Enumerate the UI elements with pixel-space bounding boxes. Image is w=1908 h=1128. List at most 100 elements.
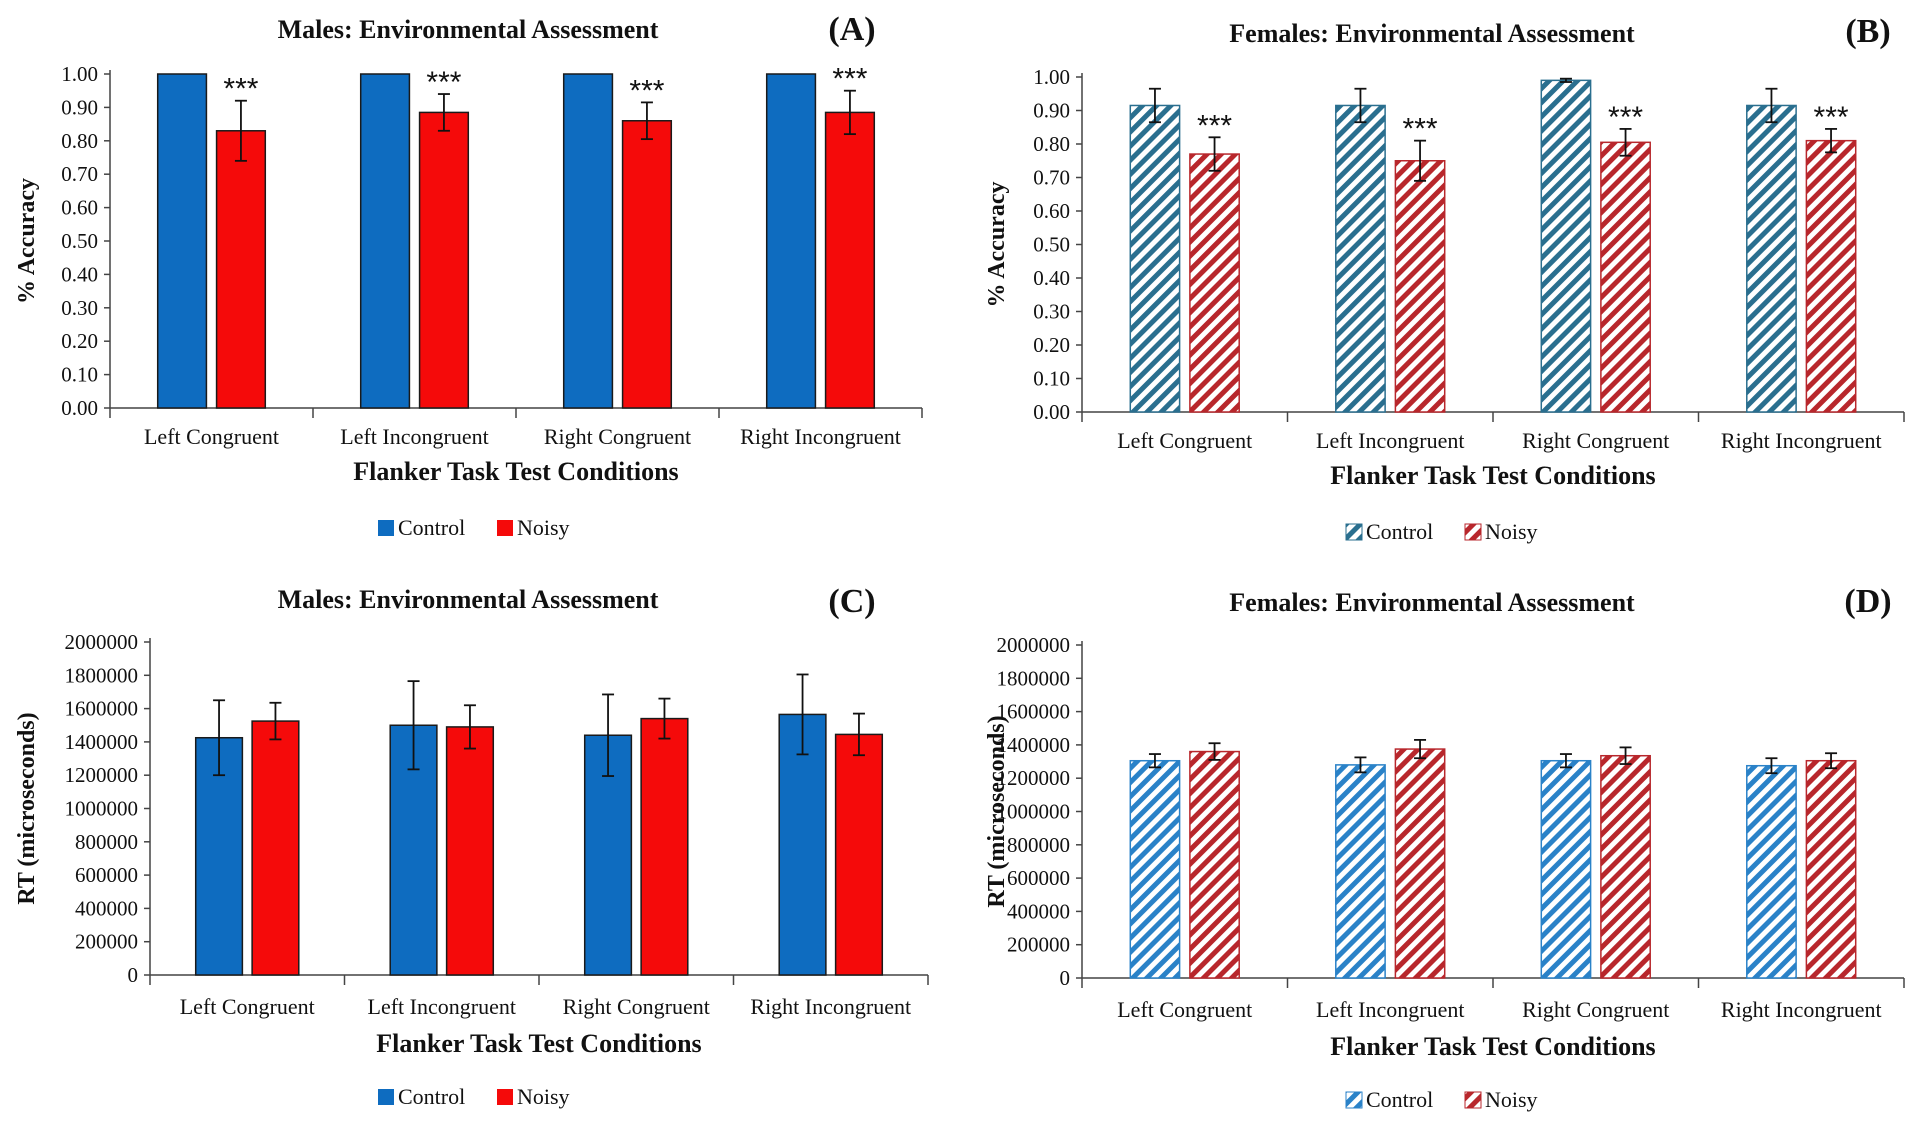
- x-axis-label: Flanker Task Test Conditions: [376, 1029, 701, 1058]
- bar-control-0: [1129, 104, 1181, 413]
- category-label: Right Congruent: [563, 994, 710, 1019]
- y-axis-label: % Accuracy: [984, 182, 1010, 308]
- legend-label-noisy: Noisy: [517, 515, 570, 540]
- y-tick-label: 1600000: [65, 697, 139, 721]
- category-label: Right Incongruent: [1721, 428, 1882, 453]
- legend-swatch-control: [378, 520, 394, 536]
- y-tick-label: 0.50: [61, 229, 98, 253]
- category-label: Right Congruent: [1522, 428, 1669, 453]
- legend-swatch-noisy: [1464, 523, 1482, 541]
- y-tick-label: 0.30: [61, 296, 98, 320]
- y-tick-label: 1.00: [1033, 65, 1070, 89]
- y-axis-label: RT (microseconds): [984, 715, 1010, 907]
- y-tick-label: 1600000: [997, 700, 1071, 724]
- chart-title: Females: Environmental Assessment: [1229, 588, 1635, 617]
- chart-title: Females: Environmental Assessment: [1229, 19, 1635, 48]
- y-tick-label: 0.40: [61, 262, 98, 286]
- chart-panel-d: Females: Environmental Assessment (D) 0 200…: [984, 583, 1905, 1112]
- y-tick-label: 600000: [75, 863, 138, 887]
- y-axis-label: RT (microseconds): [14, 712, 40, 904]
- bar-control-0: [1129, 759, 1181, 979]
- chart-title: Males: Environmental Assessment: [278, 585, 659, 614]
- panel-label: (A): [828, 11, 875, 48]
- category-label: Left Incongruent: [340, 424, 488, 449]
- bar-control-1: [1335, 104, 1386, 413]
- x-axis-label: Flanker Task Test Conditions: [1330, 461, 1655, 490]
- category-label: Right Incongruent: [740, 424, 901, 449]
- y-tick-label: 200000: [75, 930, 138, 954]
- y-tick-label: 0.00: [1033, 400, 1070, 424]
- y-tick-label: 1200000: [997, 766, 1071, 790]
- x-axis-label: Flanker Task Test Conditions: [353, 457, 678, 486]
- y-tick-label: 0.70: [61, 162, 98, 186]
- bar-noisy-1: [1394, 748, 1446, 979]
- y-tick-label: 0.70: [1033, 166, 1070, 190]
- bar-noisy-1: [418, 111, 470, 409]
- y-tick-label: 0.20: [61, 329, 98, 353]
- y-tick-label: 800000: [1007, 833, 1070, 857]
- legend-swatch-noisy: [497, 1089, 513, 1105]
- bar-noisy-0: [1189, 750, 1240, 979]
- y-tick-label: 1200000: [65, 763, 139, 787]
- y-tick-label: 0.90: [61, 95, 98, 119]
- y-tick-label: 0: [1060, 966, 1071, 990]
- bar-control-2: [562, 73, 614, 409]
- category-label: Left Congruent: [180, 994, 315, 1019]
- y-tick-label: 0.40: [1033, 266, 1070, 290]
- panel-label: (B): [1845, 13, 1890, 50]
- significance-marker: ***: [1814, 101, 1849, 134]
- category-label: Left Congruent: [144, 424, 279, 449]
- bar-noisy-0: [215, 130, 267, 409]
- y-tick-label: 1.00: [61, 62, 98, 86]
- panel-label: (C): [828, 583, 875, 620]
- bar-control-2: [1540, 759, 1592, 979]
- chart-panel-b: Females: Environmental Assessment (B) 0.00…: [984, 13, 1905, 544]
- significance-marker: ***: [426, 66, 461, 99]
- bar-control-1: [359, 73, 411, 409]
- y-tick-label: 0.10: [61, 363, 98, 387]
- y-tick-label: 1000000: [997, 800, 1071, 824]
- significance-marker: ***: [1608, 101, 1643, 134]
- y-tick-label: 800000: [75, 830, 138, 854]
- panel-label: (D): [1844, 583, 1891, 620]
- y-tick-label: 200000: [1007, 933, 1070, 957]
- significance-marker: ***: [223, 73, 258, 106]
- category-label: Right Incongruent: [1721, 997, 1882, 1022]
- legend-label-noisy: Noisy: [1485, 1087, 1538, 1112]
- legend-swatch-control: [1345, 1091, 1363, 1109]
- bar-control-3: [778, 713, 827, 976]
- y-axis-label: % Accuracy: [14, 178, 40, 304]
- y-tick-label: 400000: [1007, 899, 1070, 923]
- y-tick-label: 0.80: [1033, 132, 1070, 156]
- bar-control-0: [156, 73, 208, 409]
- bar-control-1: [1335, 764, 1386, 979]
- chart-title: Males: Environmental Assessment: [278, 15, 659, 44]
- category-label: Left Congruent: [1117, 428, 1252, 453]
- significance-marker: ***: [832, 63, 867, 96]
- legend-swatch-control: [1345, 523, 1363, 541]
- y-tick-label: 0.80: [61, 129, 98, 153]
- significance-marker: ***: [629, 74, 664, 107]
- bar-noisy-2: [1600, 141, 1651, 413]
- legend-label-noisy: Noisy: [517, 1084, 570, 1109]
- significance-marker: ***: [1197, 109, 1232, 142]
- category-label: Left Incongruent: [1316, 428, 1464, 453]
- legend-label-control: Control: [398, 515, 465, 540]
- y-tick-label: 0.20: [1033, 333, 1070, 357]
- bar-control-3: [765, 73, 817, 409]
- bar-noisy-2: [621, 120, 673, 409]
- legend-swatch-control: [378, 1089, 394, 1105]
- y-tick-label: 1800000: [65, 663, 139, 687]
- chart-panel-c: Males: Environmental Assessment (C) 0 20000…: [14, 583, 929, 1109]
- bar-control-3: [1746, 104, 1797, 413]
- bar-control-2: [1540, 79, 1592, 413]
- category-label: Right Incongruent: [750, 994, 911, 1019]
- y-tick-label: 0.60: [1033, 199, 1070, 223]
- bar-noisy-2: [1600, 754, 1651, 979]
- y-tick-label: 0: [128, 963, 139, 987]
- chart-panel-a: Males: Environmental Assessment (A) 0.00 0.…: [14, 11, 923, 540]
- y-tick-label: 0.90: [1033, 99, 1070, 123]
- legend-label-control: Control: [1366, 519, 1433, 544]
- y-tick-label: 0.60: [61, 196, 98, 220]
- bar-noisy-3: [824, 111, 876, 409]
